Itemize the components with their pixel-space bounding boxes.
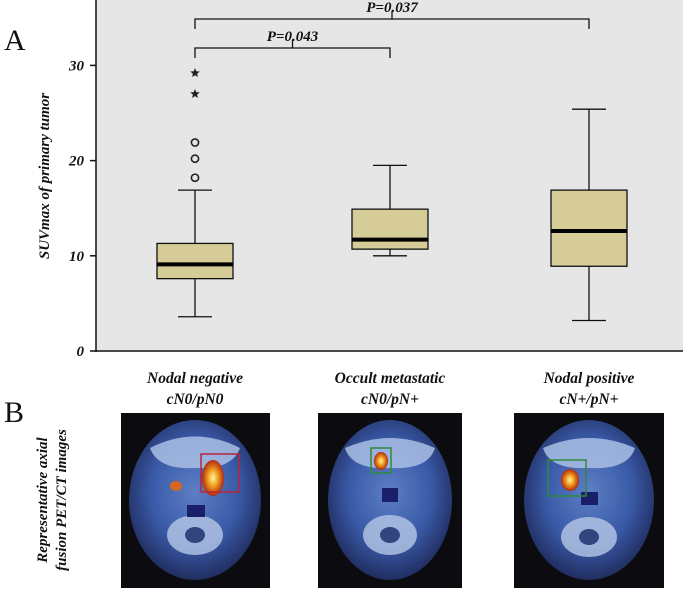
- category-label-2: Nodal positive cN+/pN+: [543, 370, 635, 408]
- box-iqr: [550, 189, 628, 267]
- y-axis-label: SUVmax of primary tumor: [37, 93, 53, 259]
- outlier-star-3: [190, 88, 200, 99]
- y-tick-label-10: 10: [69, 249, 85, 265]
- boxplot-1: [351, 164, 429, 257]
- y-ticks: 0 10 20 30: [68, 58, 96, 360]
- y-tick-label-0: 0: [77, 344, 85, 360]
- boxplots: [156, 108, 628, 322]
- category-label-0: Nodal negative cN0/pN0: [146, 370, 243, 408]
- category-label-1: Occult metastatic cN0/pN+: [335, 370, 446, 408]
- box-iqr: [351, 208, 429, 250]
- category-label-1-line2: cN0/pN+: [361, 391, 419, 408]
- boxplot-0: [156, 189, 234, 318]
- outlier-circle-0: [190, 173, 200, 183]
- y-tick-label-30: 30: [68, 58, 85, 74]
- category-label-2-line1: Nodal positive: [543, 370, 635, 387]
- outlier-circle-1: [190, 154, 200, 164]
- outlier-star-4: [190, 68, 200, 78]
- side-label-line1: Representative axial: [35, 436, 51, 563]
- p-value-label: P=0.043: [267, 29, 319, 45]
- box-iqr: [156, 242, 234, 280]
- side-label-line2: fusion PET/CT images: [54, 429, 70, 571]
- p-value-label: P=0.037: [366, 0, 418, 16]
- pet-ct-image-nodal-negative: [121, 413, 270, 588]
- panel-letter-b: B: [4, 396, 24, 429]
- category-label-2-line2: cN+/pN+: [560, 391, 619, 408]
- significance-brackets: P=0.043 P=0.037: [194, 0, 590, 58]
- category-label-0-line1: Nodal negative: [146, 370, 243, 387]
- side-label: Representative axial fusion PET/CT image…: [35, 429, 70, 571]
- boxplot-2: [550, 108, 628, 322]
- y-tick-label-20: 20: [68, 154, 85, 170]
- bracket-1: P=0.037: [194, 0, 590, 29]
- pet-ct-image-nodal-positive: [514, 413, 664, 588]
- bracket-0: P=0.043: [194, 29, 391, 58]
- category-label-0-line2: cN0/pN0: [167, 391, 224, 408]
- category-label-1-line1: Occult metastatic: [335, 370, 446, 387]
- panel-letter-a: A: [4, 24, 26, 57]
- outliers: [190, 68, 200, 183]
- outlier-circle-2: [190, 138, 200, 147]
- pet-ct-image-occult-metastatic: [318, 413, 462, 588]
